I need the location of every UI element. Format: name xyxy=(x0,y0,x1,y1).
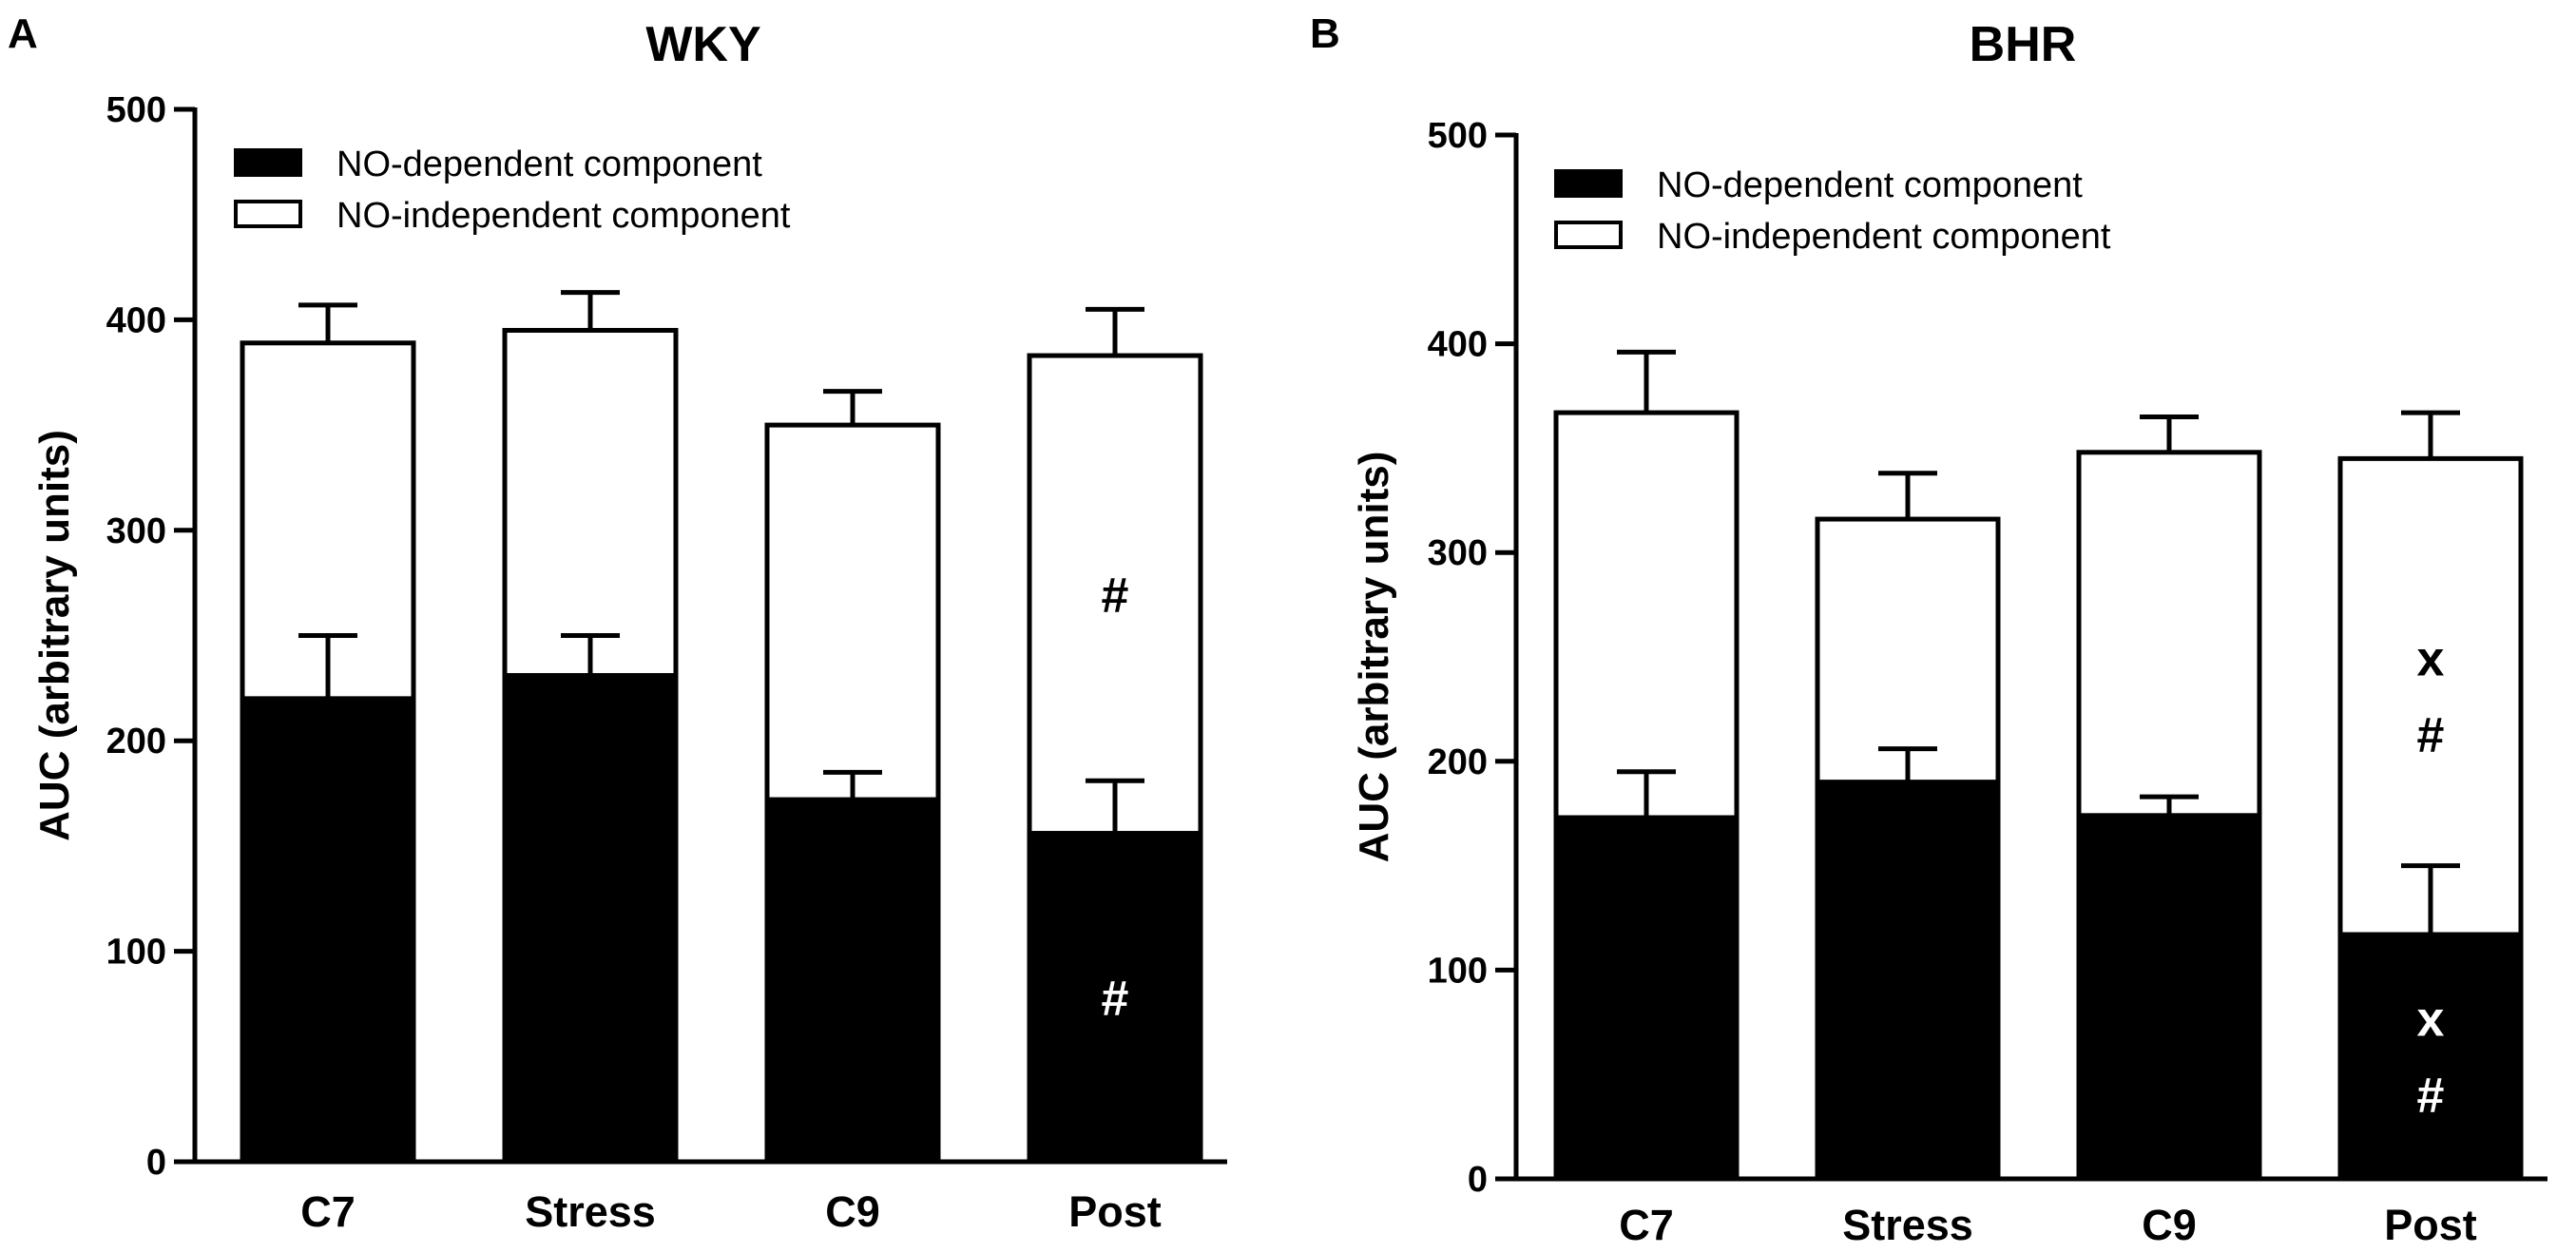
bar-no-independent-c7 xyxy=(1553,410,1740,820)
significance-marker: # xyxy=(2417,1069,2445,1124)
x-tick-label: C9 xyxy=(2142,1201,2197,1249)
legend-swatch-no-dependent xyxy=(234,148,302,177)
y-tick-label: 200 xyxy=(1428,742,1488,782)
legend-label: NO-dependent component xyxy=(1657,165,2083,205)
significance-marker: x xyxy=(2417,993,2445,1048)
y-tick-label: 0 xyxy=(1468,1160,1488,1200)
x-tick-label: Post xyxy=(1068,1187,1162,1236)
y-tick-label: 300 xyxy=(106,511,166,551)
panel-letter: B xyxy=(1310,10,1340,57)
legend-swatch-no-dependent xyxy=(1554,169,1623,198)
bar-no-dependent-post xyxy=(1027,831,1203,1165)
y-tick-label: 500 xyxy=(106,90,166,130)
y-axis-title: AUC (arbitrary units) xyxy=(1351,452,1397,863)
bar-no-dependent-stress xyxy=(502,673,679,1165)
chart-panel-a: A WKY AUC (arbitrary units) C7 Stress C9 Post #… xyxy=(8,10,1227,1236)
bar-no-independent-stress xyxy=(1815,516,2001,785)
bar-no-dependent-c9 xyxy=(764,797,941,1165)
bar-no-independent-post xyxy=(1027,353,1203,837)
bar-no-independent-stress xyxy=(502,327,679,679)
significance-marker: # xyxy=(1102,971,1129,1026)
significance-marker: # xyxy=(2417,708,2445,763)
bar-no-dependent-c7 xyxy=(240,696,416,1165)
significance-marker: x xyxy=(2417,632,2445,687)
bar-no-independent-c9 xyxy=(2076,450,2262,819)
x-tick-label: Stress xyxy=(1842,1201,1973,1249)
bar-no-dependent-stress xyxy=(1815,780,2001,1182)
y-tick-label: 400 xyxy=(1428,325,1488,365)
bar-no-independent-post xyxy=(2337,455,2524,937)
legend-swatch-no-independent xyxy=(1554,221,1623,249)
bar-no-independent-c9 xyxy=(764,422,941,802)
bar-no-dependent-post xyxy=(2337,932,2524,1182)
legend-label: NO-dependent component xyxy=(336,145,762,184)
bar-no-dependent-c7 xyxy=(1553,815,1740,1182)
y-tick-label: 500 xyxy=(1428,116,1488,156)
y-tick-label: 100 xyxy=(1428,951,1488,991)
legend-label: NO-independent component xyxy=(336,196,791,236)
y-tick-label: 0 xyxy=(146,1143,166,1183)
x-tick-label: Stress xyxy=(525,1187,656,1236)
panel-letter: A xyxy=(8,10,38,57)
legend-swatch-no-independent xyxy=(234,200,302,228)
chart-panel-b: B BHR AUC (arbitrary units) C7 Stress C9 Post x… xyxy=(1310,10,2547,1249)
y-tick-label: 400 xyxy=(106,300,166,340)
chart-title: BHR xyxy=(1970,17,2077,72)
significance-marker: # xyxy=(1102,568,1129,623)
y-axis-title: AUC (arbitrary units) xyxy=(31,430,78,841)
legend-label: NO-independent component xyxy=(1657,217,2111,257)
x-tick-label: C7 xyxy=(300,1187,356,1236)
x-tick-label: C9 xyxy=(825,1187,880,1236)
x-tick-label: Post xyxy=(2384,1201,2477,1249)
bar-no-dependent-c9 xyxy=(2076,813,2262,1182)
y-tick-label: 200 xyxy=(106,722,166,761)
y-tick-label: 100 xyxy=(106,933,166,973)
chart-title: WKY xyxy=(645,17,760,72)
x-tick-label: C7 xyxy=(1619,1201,1674,1249)
y-tick-label: 300 xyxy=(1428,533,1488,573)
